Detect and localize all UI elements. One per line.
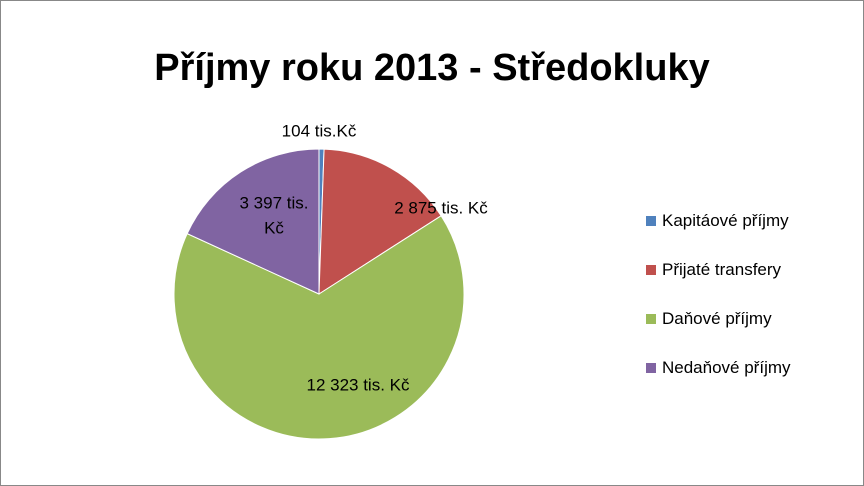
legend-label: Kapitáové příjmy	[662, 211, 789, 230]
data-label: 3 397 tis. Kč	[239, 193, 309, 237]
pie-slice	[173, 215, 465, 440]
legend-label: Daňové příjmy	[662, 309, 772, 328]
legend-item: Kapitáové příjmy	[646, 211, 789, 231]
data-label: 12 323 tis. Kč	[306, 375, 410, 395]
pie-slice	[186, 148, 320, 295]
legend-item: Nedaňové příjmy	[646, 358, 791, 378]
chart-title: Příjmy roku 2013 - Středokluky	[154, 47, 710, 89]
legend-item: Přijaté transfery	[646, 260, 781, 280]
legend-label: Nedaňové příjmy	[662, 358, 791, 377]
legend-swatch	[646, 314, 656, 324]
pie-slice	[318, 148, 442, 295]
legend-swatch	[646, 265, 656, 275]
data-label: 104 tis.Kč	[281, 121, 357, 141]
legend-item: Daňové příjmy	[646, 309, 772, 329]
data-label: 2 875 tis. Kč	[394, 198, 488, 218]
legend-swatch	[646, 363, 656, 373]
legend-label: Přijaté transfery	[662, 260, 782, 279]
legend-swatch	[646, 216, 656, 226]
